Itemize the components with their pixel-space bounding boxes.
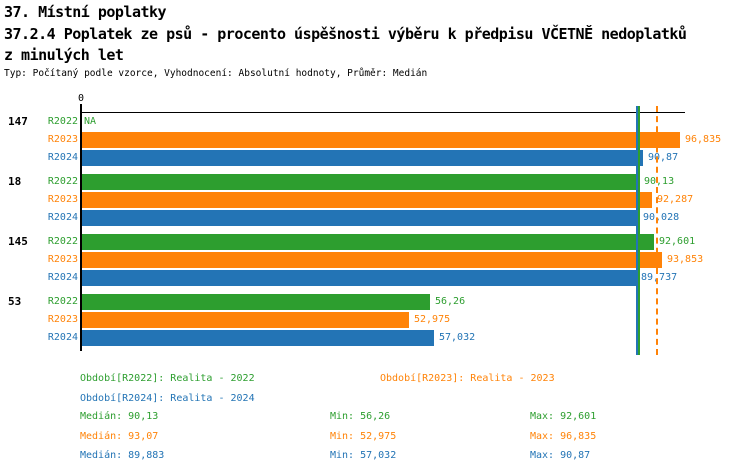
min-stat-R2023: Min: 52,975: [330, 430, 397, 442]
bar-value-label: 93,853: [667, 254, 704, 265]
row-label-R2024: R2024: [47, 332, 78, 343]
median-line-R2024: [636, 106, 638, 355]
row-label-R2023: R2023: [47, 194, 78, 205]
bar-R2022: [82, 234, 654, 250]
row-label-R2023: R2023: [47, 254, 78, 265]
chart-subtitle: Typ: Počítaný podle vzorce, Vyhodnocení:…: [4, 68, 428, 79]
page-title: 37. Místní poplatky: [4, 3, 167, 21]
bar-value-label: 92,601: [659, 236, 696, 247]
bar-value-label: 56,26: [435, 296, 466, 307]
row-label-R2022: R2022: [47, 116, 78, 127]
group-label-18: 18: [8, 175, 22, 188]
bar-value-label: 90,13: [644, 176, 675, 187]
bar-R2024: [82, 270, 636, 286]
chart-title-line2: z minulých let: [4, 46, 124, 64]
row-label-R2024: R2024: [47, 272, 78, 283]
bar-R2024: [82, 330, 434, 346]
row-label-R2022: R2022: [47, 296, 78, 307]
median-stat-R2024: Medián: 89,883: [80, 450, 165, 461]
y-axis-line: [80, 104, 82, 351]
bar-R2023: [82, 312, 409, 328]
bar-R2022: [82, 174, 639, 190]
na-label: NA: [84, 116, 97, 127]
x-axis-zero-tick-label: 0: [77, 93, 85, 104]
bar-R2023: [82, 192, 652, 208]
bar-value-label: 92,287: [657, 194, 694, 205]
x-axis-line: [81, 112, 685, 113]
min-stat-R2024: Min: 57,032: [330, 450, 397, 461]
bar-R2024: [82, 210, 638, 226]
median-line-R2022: [638, 106, 640, 355]
chart-title-line1: 37.2.4 Poplatek ze psů - procento úspěšn…: [4, 25, 687, 43]
group-label-145: 145: [8, 235, 28, 248]
group-label-147: 147: [8, 115, 28, 128]
bar-value-label: 96,835: [685, 134, 722, 145]
bar-value-label: 57,032: [439, 332, 476, 343]
row-label-R2022: R2022: [47, 176, 78, 187]
group-label-53: 53: [8, 295, 22, 308]
legend-item-R2022: Období[R2022]: Realita - 2022: [80, 373, 255, 384]
bar-value-label: 90,87: [648, 152, 679, 163]
median-stat-R2023: Medián: 93,07: [80, 430, 159, 442]
row-label-R2024: R2024: [47, 212, 78, 223]
bar-R2023: [82, 252, 662, 268]
bar-R2023: [82, 132, 680, 148]
min-stat-R2022: Min: 56,26: [330, 411, 391, 422]
max-stat-R2022: Max: 92,601: [530, 411, 597, 422]
bar-R2024: [82, 150, 643, 166]
legend-item-R2023: Období[R2023]: Realita - 2023: [380, 373, 555, 384]
bar-value-label: 90,028: [643, 212, 680, 223]
row-label-R2023: R2023: [47, 314, 78, 325]
row-label-R2022: R2022: [47, 236, 78, 247]
row-label-R2023: R2023: [47, 134, 78, 145]
bar-value-label: 89,737: [641, 272, 678, 283]
max-stat-R2023: Max: 96,835: [530, 430, 597, 442]
median-stat-R2022: Medián: 90,13: [80, 411, 159, 422]
median-line-R2023: [656, 106, 658, 355]
row-label-R2024: R2024: [47, 152, 78, 163]
bar-value-label: 52,975: [414, 314, 451, 325]
legend-item-R2024: Období[R2024]: Realita - 2024: [80, 393, 255, 404]
max-stat-R2024: Max: 90,87: [530, 450, 591, 461]
bar-R2022: [82, 294, 430, 310]
